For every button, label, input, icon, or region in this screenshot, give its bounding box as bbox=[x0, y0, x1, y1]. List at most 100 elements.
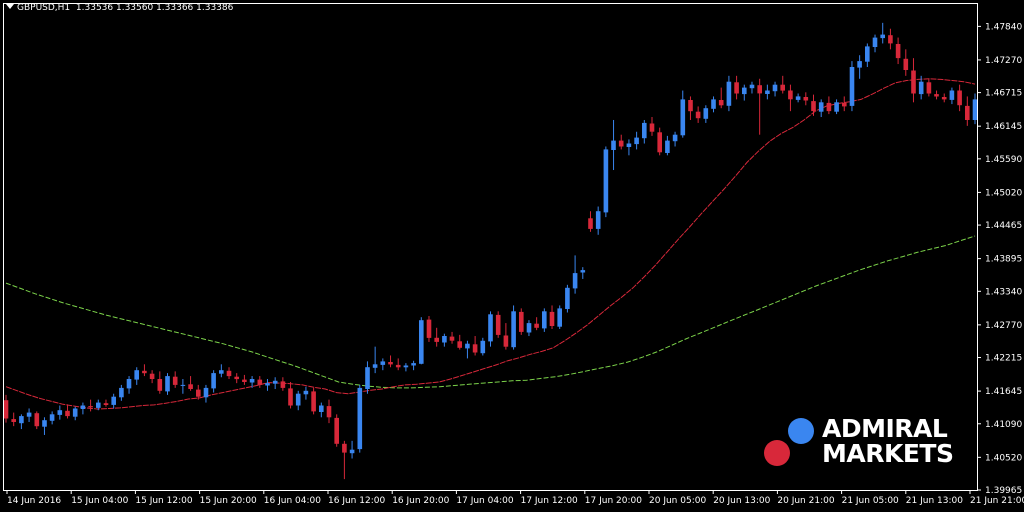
candle bbox=[142, 364, 147, 377]
candle-body bbox=[480, 340, 486, 354]
candle-body bbox=[457, 341, 462, 348]
y-tick-label: 1.47270 bbox=[985, 56, 1022, 66]
candle bbox=[880, 22, 885, 44]
y-tick-label: 1.43340 bbox=[985, 287, 1022, 297]
y-tick-label: 1.42215 bbox=[985, 354, 1022, 364]
candle bbox=[165, 373, 170, 395]
candle bbox=[780, 75, 785, 94]
candle-body bbox=[449, 336, 455, 341]
candle bbox=[34, 411, 40, 430]
candle bbox=[196, 384, 201, 400]
candle-body bbox=[365, 367, 370, 389]
logo-line1: ADMIRAL bbox=[822, 414, 948, 443]
y-tick-label: 1.41645 bbox=[985, 387, 1022, 397]
candle-body bbox=[811, 101, 816, 112]
candle bbox=[49, 411, 55, 425]
candle-body bbox=[588, 218, 593, 229]
candle-body bbox=[649, 123, 655, 132]
candle bbox=[557, 305, 562, 329]
candle-body bbox=[957, 90, 962, 106]
candle bbox=[642, 119, 647, 144]
x-tick-label: 21 Jun 21:00 bbox=[970, 496, 1024, 506]
candle bbox=[757, 78, 762, 135]
candle-body bbox=[603, 149, 609, 213]
candle bbox=[211, 370, 216, 393]
candle bbox=[203, 384, 209, 403]
candle bbox=[765, 84, 770, 100]
candle-body bbox=[734, 82, 739, 94]
x-tick-label: 17 Jun 20:00 bbox=[585, 496, 642, 506]
candle bbox=[96, 399, 101, 411]
logo-red-dot-icon bbox=[764, 440, 790, 466]
plot-frame bbox=[3, 3, 978, 491]
candle bbox=[649, 117, 655, 136]
candle bbox=[634, 131, 639, 150]
candle bbox=[803, 92, 809, 106]
candle-body bbox=[403, 365, 409, 368]
candle bbox=[349, 440, 355, 459]
candle-body bbox=[872, 37, 878, 47]
candle-body bbox=[503, 335, 509, 347]
candle bbox=[726, 75, 732, 112]
x-tick-label: 17 Jun 04:00 bbox=[456, 496, 513, 506]
candle bbox=[542, 308, 547, 332]
y-tick-label: 1.45590 bbox=[985, 155, 1022, 165]
candle bbox=[472, 336, 478, 356]
candle bbox=[811, 94, 816, 116]
candle bbox=[388, 355, 393, 368]
candle-body bbox=[349, 449, 355, 454]
candle-body bbox=[211, 373, 216, 389]
x-tick-label: 15 Jun 20:00 bbox=[200, 496, 257, 506]
candle bbox=[503, 323, 509, 350]
candle bbox=[295, 390, 301, 411]
candle-body bbox=[749, 84, 755, 89]
candle-body bbox=[865, 46, 870, 62]
candle bbox=[749, 81, 755, 94]
candle bbox=[772, 81, 778, 97]
candle bbox=[449, 331, 455, 344]
candle-body bbox=[595, 211, 601, 229]
candle-body bbox=[80, 405, 86, 409]
candle bbox=[795, 93, 801, 103]
y-tick-label: 1.39965 bbox=[985, 486, 1022, 496]
candle bbox=[72, 406, 78, 421]
dropdown-triangle-icon[interactable] bbox=[6, 4, 14, 9]
candle bbox=[703, 105, 709, 123]
candle bbox=[657, 127, 662, 156]
candle bbox=[403, 363, 409, 372]
candle-body bbox=[295, 393, 301, 406]
candle-body bbox=[357, 387, 363, 450]
candle bbox=[941, 93, 947, 103]
candle bbox=[365, 361, 370, 394]
candle bbox=[857, 55, 862, 79]
candle bbox=[334, 414, 339, 447]
candle-body bbox=[26, 412, 32, 417]
y-tick-label: 1.41090 bbox=[985, 420, 1022, 430]
candle bbox=[65, 404, 70, 419]
candle-body bbox=[972, 99, 978, 120]
candle bbox=[103, 399, 109, 407]
candle-body bbox=[772, 84, 778, 92]
y-tick-label: 1.46145 bbox=[985, 122, 1022, 132]
candle bbox=[149, 370, 155, 384]
candle-body bbox=[757, 85, 762, 94]
candle bbox=[818, 99, 824, 118]
candle-body bbox=[742, 87, 747, 95]
candle-body bbox=[142, 370, 147, 374]
candle-body bbox=[342, 443, 347, 453]
x-tick-label: 16 Jun 20:00 bbox=[392, 496, 449, 506]
candle-body bbox=[196, 389, 201, 397]
candle bbox=[511, 305, 516, 350]
candle bbox=[111, 393, 116, 409]
candle bbox=[618, 134, 624, 150]
candle-body bbox=[434, 337, 439, 342]
candle bbox=[526, 320, 532, 337]
candle-body bbox=[165, 376, 170, 392]
candle-body bbox=[34, 413, 40, 427]
candle bbox=[126, 376, 132, 394]
candle bbox=[957, 84, 962, 112]
candle bbox=[672, 131, 678, 147]
candle bbox=[665, 135, 670, 156]
candle-body bbox=[657, 132, 662, 153]
